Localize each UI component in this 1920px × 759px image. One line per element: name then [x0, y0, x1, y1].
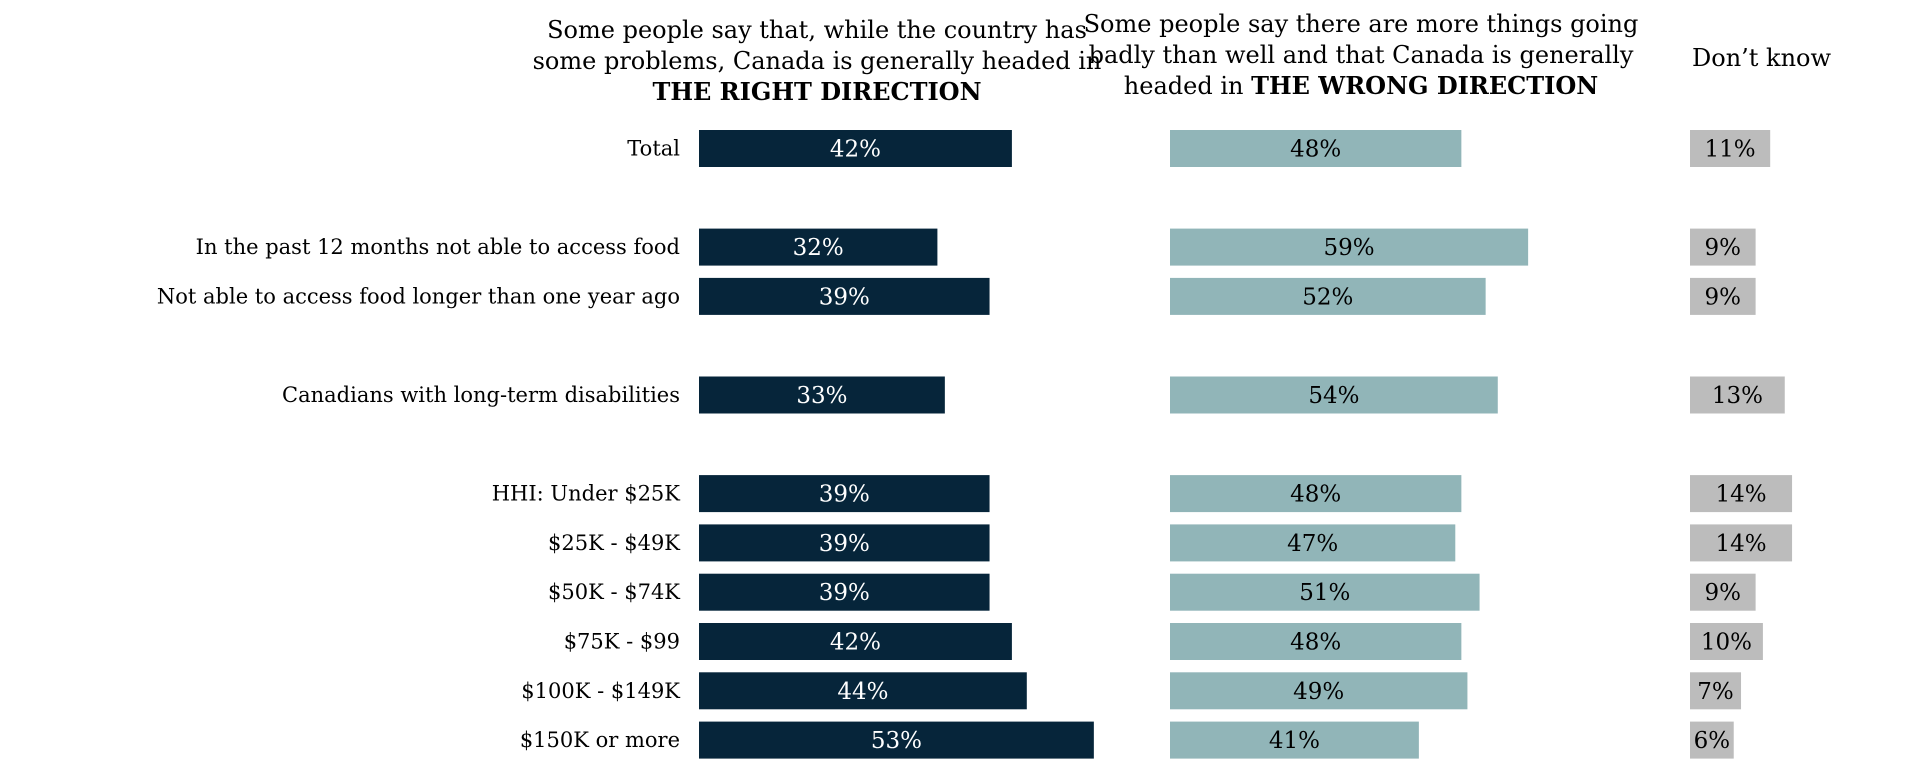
- value-label-right-in-the-past-12-months-not-able-to-access-food: 32%: [793, 235, 844, 261]
- bar-right-150k-or-more: [699, 721, 1094, 759]
- value-label-dontknow-not-able-to-access-food-longer-than-one-year-ago: 9%: [1705, 284, 1742, 310]
- bar-right-not-able-to-access-food-longer-than-one-year-ago: [699, 277, 990, 315]
- header-right-direction-line1: Some people say that, while the country …: [547, 16, 1087, 44]
- bar-wrong-hhi-under-25k: [1170, 475, 1462, 513]
- value-label-wrong-25k-49k: 47%: [1287, 531, 1338, 557]
- value-label-dontknow-canadians-with-long-term-disabilities: 13%: [1712, 383, 1763, 409]
- value-label-dontknow-hhi-under-25k: 14%: [1715, 482, 1766, 508]
- value-label-right-total: 42%: [830, 137, 881, 163]
- header-wrong-direction-line1: Some people say there are more things go…: [1084, 10, 1639, 38]
- value-label-wrong-50k-74k: 51%: [1299, 580, 1350, 606]
- value-label-right-hhi-under-25k: 39%: [819, 482, 870, 508]
- value-label-right-not-able-to-access-food-longer-than-one-year-ago: 39%: [819, 284, 870, 310]
- value-label-right-25k-49k: 39%: [819, 531, 870, 557]
- header-right-direction-line3: THE RIGHT DIRECTION: [652, 77, 981, 106]
- row-label-not-able-to-access-food-longer-than-one-year-ago: Not able to access food longer than one …: [157, 284, 680, 308]
- bar-dontknow-50k-74k: [1690, 573, 1756, 611]
- bar-dontknow-hhi-under-25k: [1690, 475, 1793, 513]
- value-label-right-canadians-with-long-term-disabilities: 33%: [796, 383, 847, 409]
- bar-dontknow-canadians-with-long-term-disabilities: [1690, 376, 1785, 414]
- header-wrong-direction-prefix: headed in: [1124, 72, 1251, 100]
- value-label-wrong-hhi-under-25k: 48%: [1290, 482, 1341, 508]
- bar-right-75k-99: [699, 623, 1012, 660]
- bar-right-25k-49k: [699, 524, 990, 562]
- value-label-right-75k-99: 42%: [830, 630, 881, 656]
- bar-wrong-50k-74k: [1170, 573, 1480, 611]
- value-label-dontknow-75k-99: 10%: [1701, 630, 1752, 656]
- header-wrong-direction-line3: headed in THE WRONG DIRECTION: [1124, 71, 1598, 100]
- value-label-wrong-in-the-past-12-months-not-able-to-access-food: 59%: [1324, 235, 1375, 261]
- column-headers: Some people say that, while the country …: [533, 10, 1832, 106]
- bar-right-hhi-under-25k: [699, 475, 990, 513]
- value-labels: 42% 48% 11% 32% 59% 9% 39% 52% 9% 33% 54% 13% 39% 48%…: [793, 137, 1767, 755]
- bar-right-50k-74k: [699, 573, 990, 611]
- header-dont-know: Don’t know: [1692, 44, 1832, 72]
- bar-dontknow-100k-149k: [1690, 672, 1742, 710]
- value-label-dontknow-25k-49k: 14%: [1715, 531, 1766, 557]
- bar-right-in-the-past-12-months-not-able-to-access-food: [699, 228, 938, 266]
- value-label-dontknow-50k-74k: 9%: [1705, 580, 1742, 606]
- row-label-canadians-with-long-term-disabilities: Canadians with long-term disabilities: [282, 383, 680, 407]
- bar-right-total: [699, 130, 1012, 167]
- row-label-150k-or-more: $150K or more: [520, 728, 680, 752]
- bar-dontknow-150k-or-more: [1690, 721, 1734, 759]
- bar-dontknow-25k-49k: [1690, 524, 1793, 562]
- bar-wrong-in-the-past-12-months-not-able-to-access-food: [1170, 228, 1529, 266]
- value-label-wrong-100k-149k: 49%: [1293, 679, 1344, 705]
- bar-wrong-total: [1170, 130, 1462, 167]
- value-label-wrong-not-able-to-access-food-longer-than-one-year-ago: 52%: [1302, 284, 1353, 310]
- value-label-right-50k-74k: 39%: [819, 580, 870, 606]
- row-label-in-the-past-12-months-not-able-to-access-food: In the past 12 months not able to access…: [196, 235, 680, 259]
- bar-wrong-canadians-with-long-term-disabilities: [1170, 376, 1498, 414]
- bar-wrong-25k-49k: [1170, 524, 1456, 562]
- bar-wrong-not-able-to-access-food-longer-than-one-year-ago: [1170, 277, 1486, 315]
- row-label-100k-149k: $100K - $149K: [521, 679, 680, 703]
- header-wrong-direction-line2: badly than well and that Canada is gener…: [1089, 41, 1634, 69]
- value-label-dontknow-150k-or-more: 6%: [1694, 728, 1731, 754]
- row-label-75k-99: $75K - $99: [564, 630, 680, 654]
- value-label-dontknow-total: 11%: [1705, 137, 1756, 163]
- value-label-dontknow-in-the-past-12-months-not-able-to-access-food: 9%: [1705, 235, 1742, 261]
- header-wrong-direction-bold: THE WRONG DIRECTION: [1251, 71, 1598, 100]
- row-label-50k-74k: $50K - $74K: [548, 580, 680, 604]
- row-labels: Total In the past 12 months not able to a…: [157, 137, 680, 753]
- value-label-dontknow-100k-149k: 7%: [1697, 679, 1734, 705]
- bar-dontknow-not-able-to-access-food-longer-than-one-year-ago: [1690, 277, 1756, 315]
- value-label-wrong-150k-or-more: 41%: [1269, 728, 1320, 754]
- bar-wrong-75k-99: [1170, 623, 1462, 660]
- bar-dontknow-total: [1690, 130, 1771, 167]
- bar-wrong-100k-149k: [1170, 672, 1468, 710]
- bar-right-100k-149k: [699, 672, 1027, 710]
- value-label-wrong-canadians-with-long-term-disabilities: 54%: [1308, 383, 1359, 409]
- row-label-total: Total: [627, 137, 680, 161]
- bars: [699, 130, 1793, 759]
- value-label-right-150k-or-more: 53%: [871, 728, 922, 754]
- bar-right-canadians-with-long-term-disabilities: [699, 376, 945, 414]
- bar-wrong-150k-or-more: [1170, 721, 1419, 759]
- value-label-wrong-75k-99: 48%: [1290, 630, 1341, 656]
- bar-dontknow-75k-99: [1690, 623, 1763, 660]
- row-label-25k-49k: $25K - $49K: [548, 531, 680, 555]
- header-right-direction-line2: some problems, Canada is generally heade…: [533, 47, 1102, 75]
- row-label-hhi-under-25k: HHI: Under $25K: [492, 482, 681, 506]
- value-label-wrong-total: 48%: [1290, 137, 1341, 163]
- bar-dontknow-in-the-past-12-months-not-able-to-access-food: [1690, 228, 1756, 266]
- value-label-right-100k-149k: 44%: [837, 679, 888, 705]
